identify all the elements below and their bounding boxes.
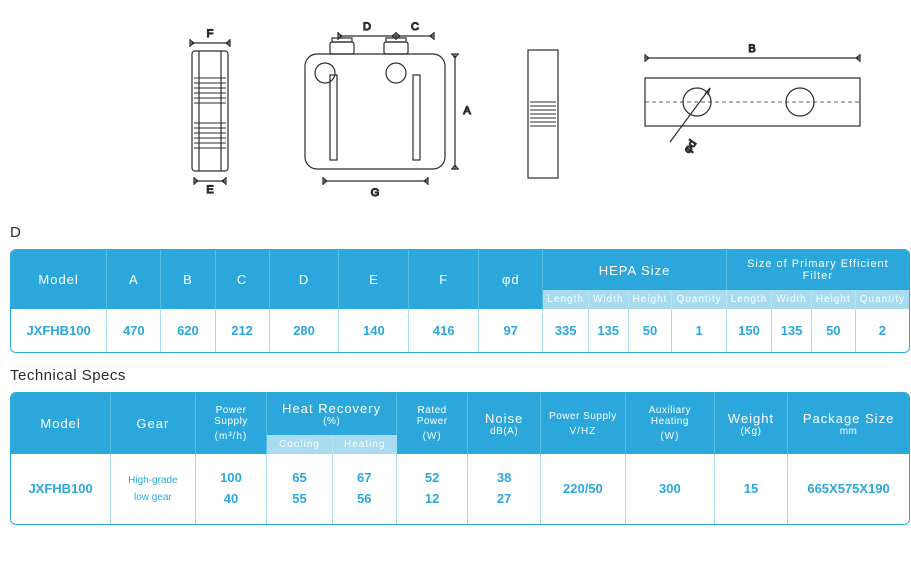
cell-noise: 38 27 xyxy=(468,454,540,524)
tech-table: Model Gear Power Supply (m³/h) Heat Reco… xyxy=(10,392,910,525)
col-primary: Size of Primary Efficient Filter xyxy=(727,250,909,290)
sub-cooling: Cooling xyxy=(267,435,332,454)
col-hepa: HEPA Size xyxy=(543,250,726,290)
cell-weight: 15 xyxy=(715,454,788,524)
cell-hr-cooling: 65 55 xyxy=(267,454,332,524)
sub-quantity: Quantity xyxy=(856,290,909,309)
col-gear: Gear xyxy=(111,393,195,454)
dim-label-C: C xyxy=(411,21,419,33)
cell-C: 212 xyxy=(216,309,270,352)
col-A: A xyxy=(107,250,161,309)
table-row: JXFHB100 470 620 212 280 140 416 97 335 … xyxy=(11,309,909,352)
tech-section-title: Technical Specs xyxy=(10,367,911,384)
cell-package: 665X575X190 xyxy=(788,454,909,524)
cell-primary-length: 150 xyxy=(727,309,773,352)
col-heat-recovery: Heat Recovery (%) xyxy=(267,393,396,435)
col-power-supply: Power Supply (m³/h) xyxy=(196,393,268,454)
col-C: C xyxy=(216,250,270,309)
dimensions-section-title: D xyxy=(10,224,911,241)
col-weight: Weight (Kg) xyxy=(715,393,788,454)
dimensions-table: Model A B C D E F φd HEPA Size Size of P… xyxy=(10,249,910,353)
cell-hr-heating: 67 56 xyxy=(333,454,397,524)
dim-label-F: F xyxy=(207,28,214,40)
table-row: JXFHB100 High-grade low gear 100 40 65 5… xyxy=(11,454,909,524)
cell-model: JXFHB100 xyxy=(11,309,107,352)
col-rated-power: Rated Power (W) xyxy=(397,393,469,454)
cell-primary-qty: 2 xyxy=(856,309,909,352)
cell-F: 416 xyxy=(409,309,479,352)
cell-aux-heat: 300 xyxy=(626,454,715,524)
col-aux-heat: Auxiliary Heating (W) xyxy=(626,393,715,454)
cell-supply-vhz: 220/50 xyxy=(541,454,626,524)
diagram-side-view xyxy=(520,30,565,190)
cell-primary-height: 50 xyxy=(812,309,856,352)
cell-B: 620 xyxy=(161,309,215,352)
diagram-top-view: B φd xyxy=(605,30,885,190)
dim-label-D: D xyxy=(363,21,371,33)
cell-gear: High-grade low gear xyxy=(111,454,195,524)
table-header-row: Model A B C D E F φd HEPA Size Size of P… xyxy=(11,250,909,290)
dim-label-B: B xyxy=(748,43,755,55)
sub-heating: Heating xyxy=(333,435,397,454)
cell-hepa-qty: 1 xyxy=(672,309,726,352)
col-package: Package Size mm xyxy=(788,393,909,454)
col-B: B xyxy=(161,250,215,309)
cell-D: 280 xyxy=(270,309,340,352)
table-header-row: Model Gear Power Supply (m³/h) Heat Reco… xyxy=(11,393,909,435)
cell-model: JXFHB100 xyxy=(11,454,111,524)
cell-power-supply: 100 40 xyxy=(196,454,268,524)
cell-A: 470 xyxy=(107,309,161,352)
cell-E: 140 xyxy=(339,309,409,352)
sub-height: Height xyxy=(629,290,673,309)
sub-width: Width xyxy=(589,290,629,309)
dim-label-A: A xyxy=(463,105,471,117)
col-supply-vhz: Power Supply V/HZ xyxy=(541,393,626,454)
sub-width: Width xyxy=(772,290,812,309)
cell-hepa-height: 50 xyxy=(629,309,673,352)
sub-length: Length xyxy=(543,290,589,309)
cell-rated-power: 52 12 xyxy=(397,454,469,524)
cell-hepa-width: 135 xyxy=(589,309,629,352)
sub-length: Length xyxy=(727,290,773,309)
col-model: Model xyxy=(11,393,111,454)
cell-primary-width: 135 xyxy=(772,309,812,352)
cell-hepa-length: 335 xyxy=(543,309,589,352)
col-E: E xyxy=(339,250,409,309)
sub-quantity: Quantity xyxy=(672,290,726,309)
diagram-front-view: D C A G xyxy=(280,18,480,203)
cell-phid: 97 xyxy=(479,309,543,352)
dim-label-G: G xyxy=(371,187,380,199)
col-F: F xyxy=(409,250,479,309)
dim-label-phi: φd xyxy=(682,138,699,156)
col-model: Model xyxy=(11,250,107,309)
diagram-area: F E D C xyxy=(10,10,911,210)
col-phid: φd xyxy=(479,250,543,309)
col-D: D xyxy=(270,250,340,309)
sub-height: Height xyxy=(812,290,856,309)
dim-label-E: E xyxy=(206,184,213,196)
diagram-left-view: F E xyxy=(180,23,240,198)
col-noise: Noise dB(A) xyxy=(468,393,540,454)
